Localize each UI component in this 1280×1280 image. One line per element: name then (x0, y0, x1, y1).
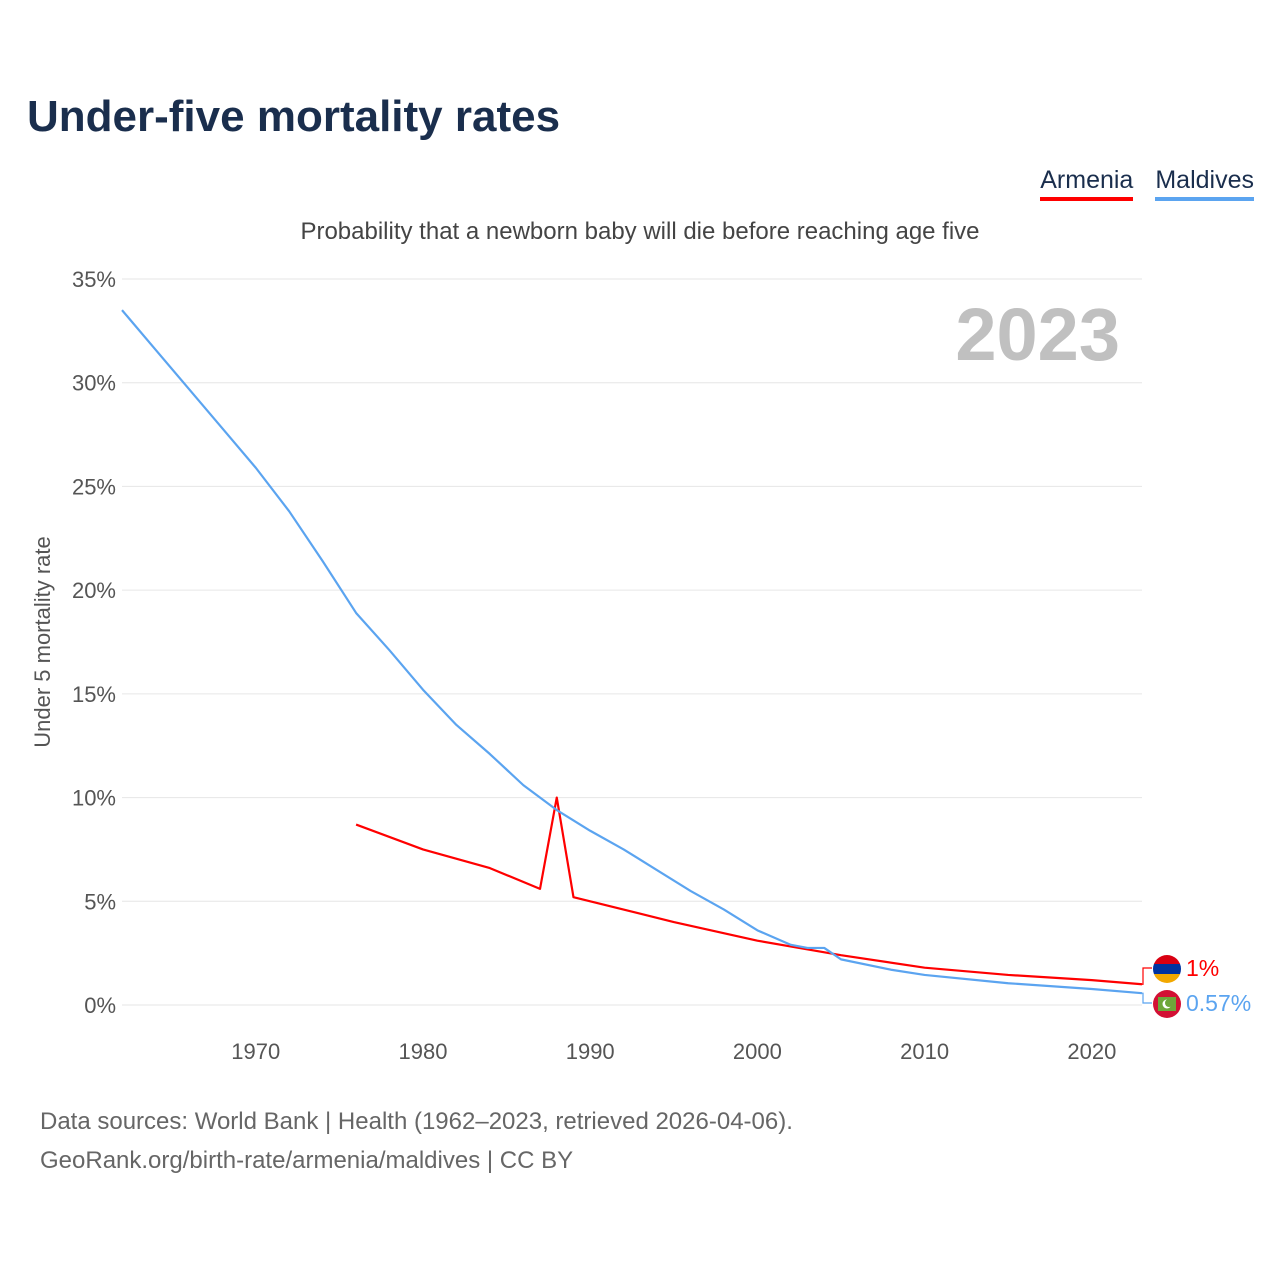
y-axis-label: Under 5 mortality rate (30, 536, 55, 748)
x-tick-label: 1990 (566, 1039, 615, 1064)
y-tick-label: 15% (72, 682, 116, 707)
x-tick-label: 2010 (900, 1039, 949, 1064)
y-tick-label: 0% (84, 993, 116, 1018)
maldives-flag-icon (1153, 990, 1181, 1018)
chart-subtitle: Probability that a newborn baby will die… (300, 218, 980, 245)
y-tick-label: 25% (72, 474, 116, 499)
x-tick-label: 2000 (733, 1039, 782, 1064)
y-tick-label: 30% (72, 371, 116, 396)
end-value-label: 0.57% (1186, 990, 1251, 1016)
y-tick-label: 20% (72, 578, 116, 603)
year-label: 2023 (955, 293, 1120, 376)
y-tick-label: 10% (72, 786, 116, 811)
y-tick-label: 5% (84, 889, 116, 914)
series-line-armenia (355, 796, 1143, 986)
chart-title: Under-five mortality rates (27, 92, 561, 141)
end-connector (1142, 992, 1152, 1004)
armenia-flag-icon (1153, 955, 1181, 983)
legend: Armenia Maldives (1040, 166, 1254, 201)
y-tick-label: 35% (72, 267, 116, 292)
legend-armenia[interactable]: Armenia (1040, 166, 1134, 201)
legend-maldives[interactable]: Maldives (1155, 166, 1254, 201)
x-tick-label: 1980 (399, 1039, 448, 1064)
x-tick-label: 1970 (231, 1039, 280, 1064)
end-connector (1142, 967, 1152, 985)
series-line-maldives (121, 309, 1143, 995)
source-line: Data sources: World Bank | Health (1962–… (40, 1108, 793, 1135)
x-tick-label: 2020 (1067, 1039, 1116, 1064)
source-url[interactable]: GeoRank.org/birth-rate/armenia/maldives … (40, 1147, 574, 1174)
end-value-label: 1% (1186, 955, 1219, 981)
